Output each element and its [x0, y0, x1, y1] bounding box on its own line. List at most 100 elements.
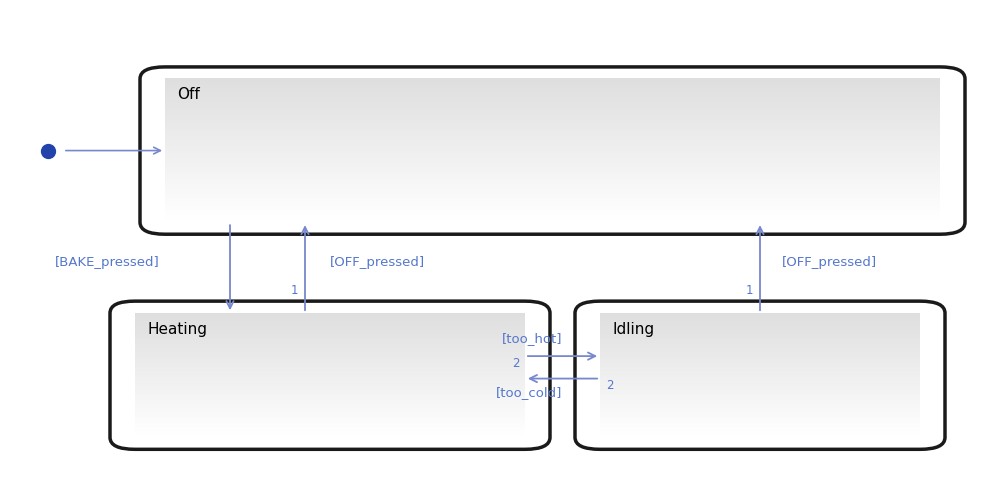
Text: 1: 1	[746, 284, 753, 297]
Bar	[165, 152, 940, 155]
Bar	[165, 198, 940, 201]
Text: 2: 2	[606, 379, 614, 392]
Bar	[165, 124, 940, 127]
Bar	[135, 323, 525, 326]
Bar	[600, 389, 920, 392]
Bar	[135, 317, 525, 319]
Bar	[600, 400, 920, 402]
Bar	[165, 172, 940, 174]
Bar	[165, 219, 940, 222]
Bar	[165, 164, 940, 167]
Bar	[600, 410, 920, 413]
Text: Idling: Idling	[612, 322, 654, 337]
Bar	[600, 339, 920, 342]
Bar	[165, 81, 940, 84]
Bar	[135, 398, 525, 400]
Bar	[165, 143, 940, 146]
Bar	[600, 391, 920, 394]
Bar	[165, 196, 940, 198]
Bar	[135, 342, 525, 344]
Bar	[165, 193, 940, 196]
Bar	[165, 133, 940, 136]
Bar	[135, 348, 525, 350]
Bar	[600, 418, 920, 421]
Text: [OFF_pressed]: [OFF_pressed]	[782, 256, 877, 270]
Bar	[600, 395, 920, 398]
Bar	[165, 167, 940, 170]
Bar	[165, 188, 940, 191]
Bar	[165, 90, 940, 93]
Bar	[135, 433, 525, 435]
Bar	[135, 356, 525, 358]
Bar	[165, 148, 940, 151]
Bar	[165, 174, 940, 177]
Bar	[135, 404, 525, 406]
Text: [too_hot]: [too_hot]	[502, 332, 562, 345]
Bar	[600, 364, 920, 367]
Bar	[600, 416, 920, 419]
Bar	[135, 373, 525, 375]
Bar	[165, 184, 940, 186]
Bar	[600, 360, 920, 363]
Bar	[165, 95, 940, 98]
Bar	[135, 416, 525, 419]
Bar	[600, 321, 920, 324]
Bar	[600, 325, 920, 327]
Bar	[165, 102, 940, 105]
Bar	[135, 385, 525, 388]
Bar	[600, 367, 920, 369]
Bar	[165, 215, 940, 217]
Bar	[165, 217, 940, 220]
Bar	[165, 203, 940, 206]
Text: Off: Off	[177, 87, 200, 102]
Bar	[135, 325, 525, 327]
Bar	[600, 426, 920, 429]
Bar	[600, 327, 920, 330]
Bar	[165, 145, 940, 148]
Text: 2: 2	[512, 357, 520, 369]
Bar	[135, 420, 525, 423]
Bar	[600, 315, 920, 317]
Bar	[135, 423, 525, 425]
Bar	[165, 119, 940, 122]
Text: [BAKE_pressed]: [BAKE_pressed]	[55, 256, 160, 270]
Bar	[600, 352, 920, 355]
Bar	[600, 342, 920, 344]
Bar	[165, 200, 940, 203]
Bar	[165, 210, 940, 213]
Bar	[165, 126, 940, 129]
Bar	[165, 107, 940, 110]
Bar	[135, 358, 525, 361]
Text: [too_cold]: [too_cold]	[496, 386, 562, 399]
Bar	[135, 350, 525, 352]
Bar	[135, 412, 525, 414]
Bar	[600, 387, 920, 390]
Bar	[165, 207, 940, 210]
Bar	[135, 393, 525, 396]
Bar	[600, 356, 920, 358]
Bar	[600, 333, 920, 336]
Bar	[165, 98, 940, 100]
Bar	[165, 88, 940, 91]
Bar	[135, 329, 525, 332]
Bar	[600, 424, 920, 427]
Bar	[135, 402, 525, 404]
Bar	[600, 431, 920, 433]
Bar	[600, 381, 920, 383]
Bar	[165, 129, 940, 131]
Bar	[165, 83, 940, 86]
Bar	[135, 315, 525, 317]
Bar	[165, 191, 940, 194]
Bar	[135, 435, 525, 437]
Bar	[135, 431, 525, 433]
Bar	[165, 160, 940, 163]
Bar	[135, 336, 525, 338]
Bar	[165, 117, 940, 120]
Bar	[135, 364, 525, 367]
Bar	[600, 379, 920, 381]
Bar	[135, 379, 525, 381]
Bar	[135, 321, 525, 324]
Bar	[165, 169, 940, 172]
Text: [OFF_pressed]: [OFF_pressed]	[330, 256, 425, 270]
Bar	[600, 323, 920, 326]
